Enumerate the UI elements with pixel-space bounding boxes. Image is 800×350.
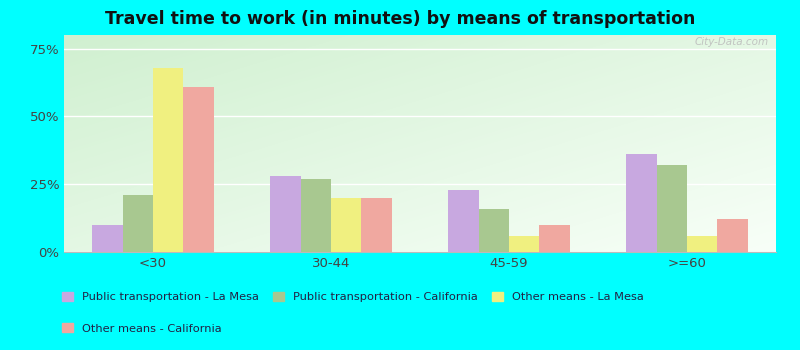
Bar (449, 190, 478, 252)
Bar (478, 209, 509, 252)
Bar (153, 68, 183, 252)
Bar (539, 225, 570, 252)
Bar (509, 236, 539, 252)
Bar (626, 154, 657, 252)
Bar (301, 179, 331, 252)
Bar (687, 236, 718, 252)
Legend: Public transportation - La Mesa, Public transportation - California, Other means: Public transportation - La Mesa, Public … (62, 292, 644, 302)
Bar (718, 219, 747, 252)
Legend: Other means - California: Other means - California (62, 323, 222, 334)
Bar (331, 198, 362, 252)
Bar (93, 225, 122, 252)
Bar (270, 176, 301, 252)
Bar (122, 195, 153, 252)
Bar (183, 86, 214, 252)
Bar (657, 165, 687, 252)
Text: Travel time to work (in minutes) by means of transportation: Travel time to work (in minutes) by mean… (105, 10, 695, 28)
Text: City-Data.com: City-Data.com (694, 37, 769, 47)
Bar (362, 198, 391, 252)
